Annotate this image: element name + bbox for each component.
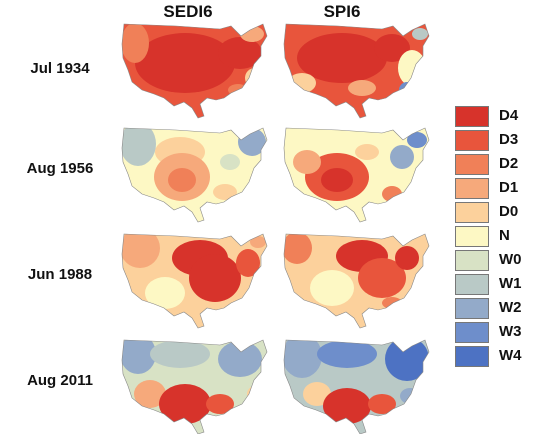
legend-item-d4: D4 bbox=[455, 105, 545, 129]
legend-label: D3 bbox=[499, 131, 519, 148]
legend-swatch bbox=[455, 298, 489, 319]
map-jun-1988-sedi6 bbox=[121, 233, 268, 329]
row-label-aug-2011: Aug 2011 bbox=[27, 372, 93, 389]
legend-item-w2: W2 bbox=[455, 297, 545, 321]
legend-swatch bbox=[455, 346, 489, 367]
legend-label: D2 bbox=[499, 155, 519, 172]
legend-swatch bbox=[455, 274, 489, 295]
map-aug-2011-spi6 bbox=[283, 339, 430, 434]
map-jul-1934-sedi6 bbox=[121, 23, 268, 119]
legend-swatch bbox=[455, 154, 489, 175]
legend-swatch bbox=[455, 178, 489, 199]
legend-item-n: N bbox=[455, 225, 545, 249]
legend-label: W3 bbox=[499, 323, 522, 340]
legend-swatch bbox=[455, 250, 489, 271]
legend-item-w0: W0 bbox=[455, 249, 545, 273]
column-title-sedi6: SEDI6 bbox=[163, 2, 213, 21]
legend-label: N bbox=[499, 227, 510, 244]
legend-item-d2: D2 bbox=[455, 153, 545, 177]
map-jun-1988-spi6 bbox=[283, 233, 430, 329]
row-label-aug-1956: Aug 1956 bbox=[26, 160, 94, 177]
legend-swatch bbox=[455, 226, 489, 247]
legend-item-w4: W4 bbox=[455, 345, 545, 369]
legend-item-d3: D3 bbox=[455, 129, 545, 153]
column-title-spi6: SPI6 bbox=[323, 2, 361, 21]
map-aug-1956-sedi6 bbox=[121, 127, 268, 223]
map-jul-1934-spi6 bbox=[283, 23, 430, 119]
legend-swatch bbox=[455, 130, 489, 151]
legend-item-w1: W1 bbox=[455, 273, 545, 297]
legend-item-d0: D0 bbox=[455, 201, 545, 225]
legend-label: D1 bbox=[499, 179, 519, 196]
legend-item-w3: W3 bbox=[455, 321, 545, 345]
legend-label: W0 bbox=[499, 251, 522, 268]
legend-label: D0 bbox=[499, 203, 519, 220]
row-label-jul-1934: Jul 1934 bbox=[30, 60, 90, 77]
legend-swatch bbox=[455, 106, 489, 127]
legend-swatch bbox=[455, 202, 489, 223]
map-aug-2011-sedi6 bbox=[121, 339, 268, 434]
legend-label: W1 bbox=[499, 275, 522, 292]
legend-label: W2 bbox=[499, 299, 522, 316]
legend-label: D4 bbox=[499, 107, 519, 124]
row-label-jun-1988: Jun 1988 bbox=[27, 266, 93, 283]
legend-swatch bbox=[455, 322, 489, 343]
legend-item-d1: D1 bbox=[455, 177, 545, 201]
map-aug-1956-spi6 bbox=[283, 127, 430, 223]
legend-label: W4 bbox=[499, 347, 522, 364]
